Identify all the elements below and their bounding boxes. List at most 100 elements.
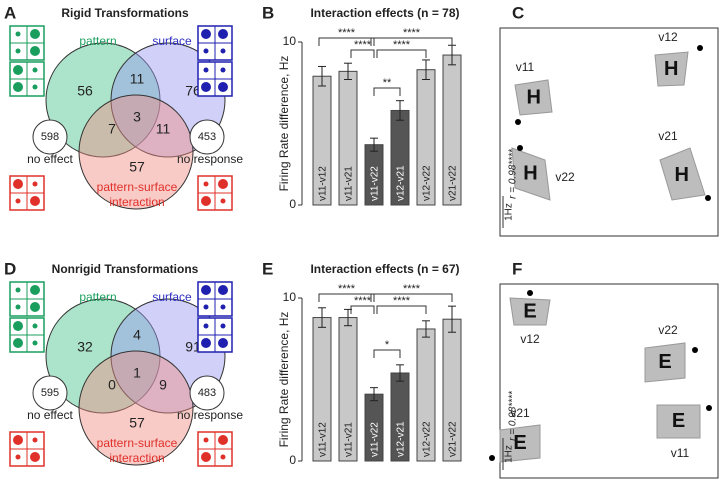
- icon-dot: [220, 67, 226, 73]
- significance-label: ****: [403, 283, 421, 295]
- significance-label: ****: [338, 283, 356, 295]
- stimulus-dot: [697, 45, 703, 51]
- icon-dot: [32, 84, 38, 90]
- no-response-label: no response: [177, 152, 243, 166]
- panel-label: C: [512, 3, 524, 22]
- icon-dot: [13, 179, 23, 189]
- stimulus: [656, 404, 701, 439]
- no-effect-label: no effect: [27, 152, 73, 166]
- icon-dot: [203, 67, 209, 73]
- stimulus-dot: [489, 455, 495, 461]
- icon-dot: [13, 82, 23, 92]
- stimulus: [514, 79, 553, 116]
- icon-dot: [220, 454, 226, 460]
- region-count: 11: [156, 121, 171, 137]
- panel-label: F: [512, 259, 522, 278]
- icon-dot: [203, 437, 209, 443]
- icon-dot: [218, 338, 228, 348]
- y-tick-label: 10: [283, 290, 297, 304]
- stimulus: [509, 297, 551, 326]
- icon-dot: [30, 29, 40, 39]
- icon-dot: [32, 340, 38, 346]
- icon-dot: [32, 437, 38, 443]
- x-tick-label: v11-v21: [344, 166, 355, 201]
- stimulus-label: v12: [520, 332, 540, 346]
- chart-title: Interaction effects (n = 78): [310, 6, 459, 20]
- x-tick-label: v12-v22: [422, 421, 433, 457]
- stimulus-glyph: H: [664, 58, 678, 80]
- chart-title: Interaction effects (n = 67): [310, 262, 459, 276]
- region-count: 1: [133, 365, 141, 381]
- x-tick-label: v12-v21: [396, 421, 407, 457]
- region-count: 3: [133, 109, 141, 125]
- icon-dot: [30, 196, 40, 206]
- significance-label: ****: [393, 295, 411, 307]
- y-tick-label: 0: [289, 453, 296, 467]
- significance-bracket: [318, 293, 375, 302]
- stimulus-label: v11: [516, 60, 535, 74]
- region-count: 57: [129, 415, 145, 431]
- icon-dot: [32, 67, 38, 73]
- region-count: 9: [159, 377, 167, 393]
- scale-label: 1Hz: [504, 203, 515, 221]
- significance-label: ****: [393, 39, 411, 51]
- icon-dot: [203, 181, 209, 187]
- interaction-label: interaction: [109, 195, 164, 209]
- icon-dot: [15, 198, 21, 204]
- icon-dot: [201, 338, 211, 348]
- stimulus-dot: [515, 119, 521, 125]
- panel-label: B: [262, 3, 274, 22]
- interaction-label: pattern-surface: [97, 436, 178, 450]
- scale-label: 1Hz: [504, 445, 515, 463]
- significance-bracket: [376, 49, 427, 58]
- x-tick-label: v21-v22: [448, 165, 459, 201]
- y-tick-label: 0: [289, 197, 296, 211]
- stimulus-dot: [517, 145, 523, 151]
- significance-label: **: [383, 77, 392, 89]
- stimulus-dot: [706, 405, 712, 411]
- icon-dot: [13, 65, 23, 75]
- significance-bracket: [350, 49, 375, 58]
- icon-dot: [201, 29, 211, 39]
- stimulus-glyph: E: [672, 410, 685, 432]
- no-response-count: 453: [198, 131, 216, 143]
- region-count: 0: [108, 377, 116, 393]
- pattern-label: pattern: [79, 34, 116, 48]
- icon-dot: [15, 304, 21, 310]
- icon-dot: [218, 29, 228, 39]
- no-effect-circle: [32, 119, 68, 155]
- significance-label: *: [385, 339, 390, 351]
- icon-dot: [15, 31, 21, 37]
- icon-dot: [15, 287, 21, 293]
- icon-dot: [201, 82, 211, 92]
- stimulus-glyph: E: [523, 300, 536, 322]
- x-tick-label: v11-v22: [370, 166, 381, 201]
- icon-dot: [201, 285, 211, 295]
- no-response-circle: [189, 375, 225, 411]
- significance-bracket: [370, 293, 453, 302]
- icon-dot: [220, 323, 226, 329]
- stimulus: [499, 424, 541, 463]
- icon-dot: [220, 198, 226, 204]
- icon-dot: [203, 304, 209, 310]
- surface-label: surface: [152, 290, 192, 304]
- region-count: 11: [130, 71, 145, 87]
- correlation-label: r = 0.98****: [508, 390, 519, 441]
- region-count: 7: [108, 121, 116, 137]
- stimulus: [644, 342, 686, 383]
- icon-dot: [30, 452, 40, 462]
- region-count: 91: [185, 339, 201, 355]
- no-effect-count: 595: [41, 387, 59, 399]
- y-axis-label: Firing Rate difference, Hz: [277, 56, 291, 192]
- region-count: 76: [185, 83, 201, 99]
- no-effect-count: 598: [41, 131, 59, 143]
- venn-interaction: [78, 94, 194, 210]
- venn-interaction: [78, 350, 194, 466]
- panel-title: Nonrigid Transformations: [52, 262, 199, 276]
- x-tick-label: v21-v22: [448, 421, 459, 457]
- panel-label: A: [4, 3, 16, 22]
- stimulus-label: v21: [658, 129, 678, 143]
- icon-dot: [220, 304, 226, 310]
- icon-dot: [13, 321, 23, 331]
